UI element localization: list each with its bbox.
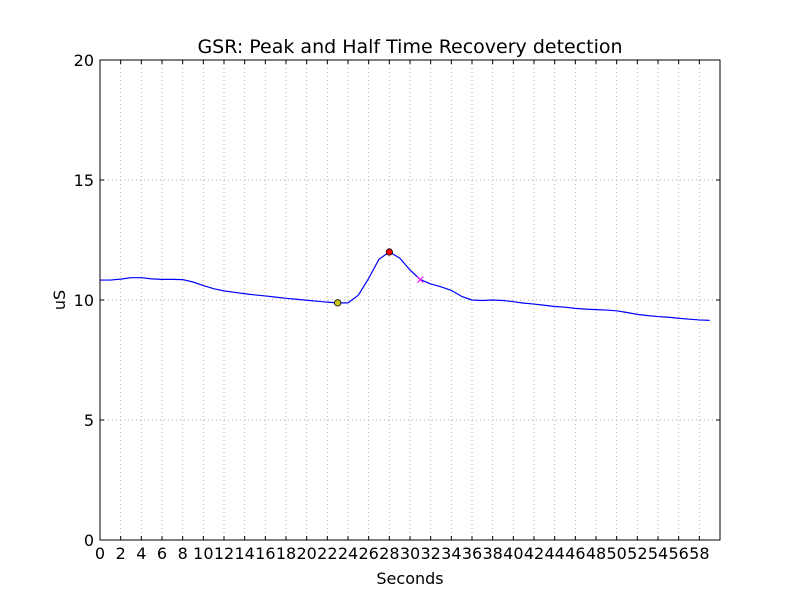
x-tick-label: 24 <box>338 544 358 563</box>
y-tick-label: 20 <box>74 51 94 70</box>
x-tick-label: 54 <box>648 544 668 563</box>
x-tick-label: 10 <box>193 544 213 563</box>
x-tick-label: 20 <box>296 544 316 563</box>
y-tick-label: 5 <box>84 411 94 430</box>
x-tick-label: 16 <box>255 544 275 563</box>
series-layer <box>100 251 710 321</box>
x-tick-label: 22 <box>317 544 337 563</box>
chart-title: GSR: Peak and Half Time Recovery detecti… <box>197 36 622 58</box>
marker-point <box>385 248 393 256</box>
tick-layer: 0 2 4 6 8 10 12 14 16 18 20 22 24 26 28 30 32 34 36 38 40 42 4… <box>74 51 720 563</box>
x-tick-label: 30 <box>400 544 420 563</box>
x-tick-label: 6 <box>157 544 167 563</box>
x-tick-label: 52 <box>627 544 647 563</box>
marker-x <box>416 276 424 283</box>
x-axis-label: Seconds <box>376 569 443 588</box>
marker-point <box>334 299 342 307</box>
plot-frame <box>99 59 721 541</box>
x-tick-label: 8 <box>178 544 188 563</box>
x-tick-label: 2 <box>116 544 126 563</box>
y-axis-label: uS <box>50 290 69 310</box>
y-tick-label: 15 <box>74 171 94 190</box>
x-tick-label: 50 <box>606 544 626 563</box>
x-tick-label: 14 <box>234 544 254 563</box>
x-tick-label: 40 <box>503 544 523 563</box>
x-tick-label: 18 <box>276 544 296 563</box>
marker-layer <box>334 248 424 307</box>
x-tick-label: 12 <box>214 544 234 563</box>
x-tick-label: 58 <box>689 544 709 563</box>
x-tick-label: 28 <box>379 544 399 563</box>
marker-x-stroke <box>416 276 424 283</box>
x-tick-label: 48 <box>586 544 606 563</box>
x-tick-label: 44 <box>544 544 564 563</box>
x-tick-label: 0 <box>95 544 105 563</box>
x-tick-label: 36 <box>462 544 482 563</box>
y-tick-label: 0 <box>84 531 94 550</box>
x-tick-label: 46 <box>565 544 585 563</box>
x-tick-label: 34 <box>441 544 461 563</box>
x-tick-label: 4 <box>136 544 146 563</box>
gsr-series-line <box>100 251 710 321</box>
x-tick-label: 42 <box>524 544 544 563</box>
x-tick-label: 56 <box>668 544 688 563</box>
y-tick-label: 10 <box>74 291 94 310</box>
x-tick-label: 38 <box>482 544 502 563</box>
x-tick-label: 32 <box>420 544 440 563</box>
x-tick-label: 26 <box>358 544 378 563</box>
